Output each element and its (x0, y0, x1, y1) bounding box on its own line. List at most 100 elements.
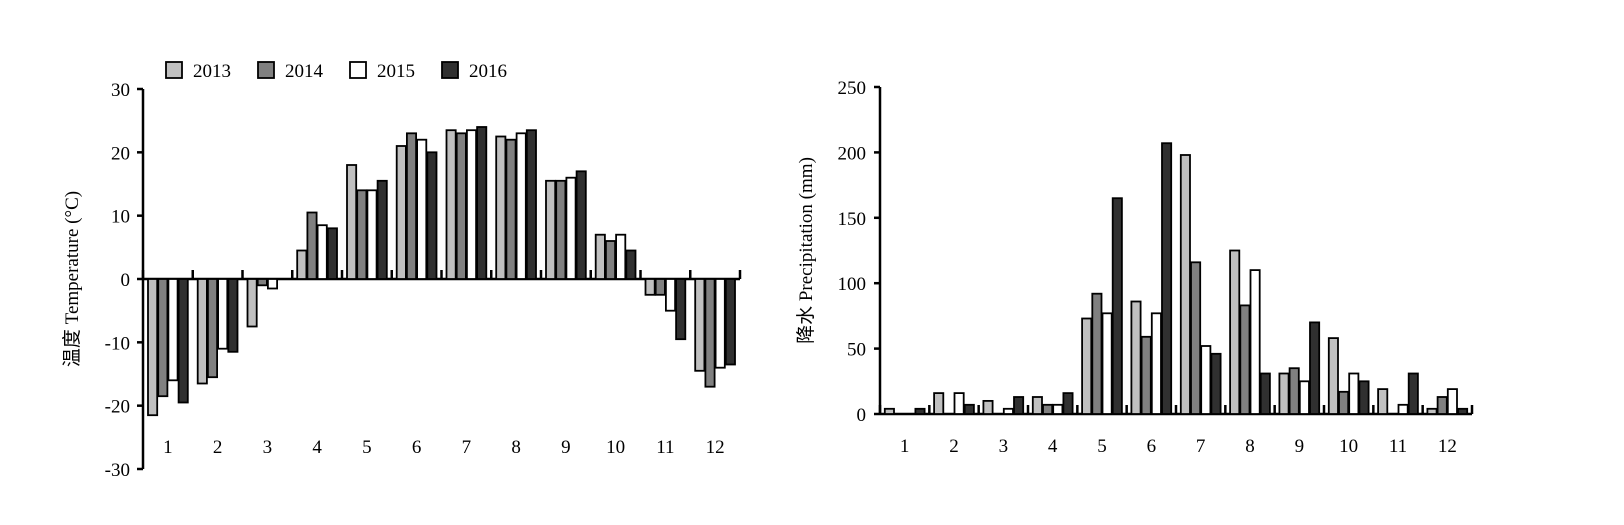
temperature-bar-2014 (157, 278, 169, 398)
temperature-bar-2015 (416, 138, 428, 280)
temperature-bar-2015 (515, 132, 527, 280)
precipitation-bar-2016 (963, 403, 975, 415)
temperature-category-label: 4 (312, 437, 322, 458)
precipitation-bar-2013 (1327, 337, 1339, 415)
precipitation-bar-2014 (1190, 261, 1202, 415)
temperature-bar-2014 (704, 278, 716, 388)
temperature-y-axis-title: 温度 Temperature (°C) (61, 191, 83, 367)
precipitation-category-label: 6 (1147, 436, 1157, 457)
temperature-bar-2015 (316, 224, 328, 280)
precipitation-category-label: 7 (1196, 436, 1206, 457)
temperature-bar-2016 (326, 227, 338, 280)
precipitation-y-tick-label: 0 (857, 405, 867, 426)
temperature-bar-2014 (505, 138, 517, 280)
temperature-category-label: 3 (263, 437, 273, 458)
temperature-bar-2014 (654, 278, 666, 296)
precipitation-category-label: 11 (1389, 436, 1407, 457)
temperature-y-tick-label: 10 (111, 207, 130, 228)
precipitation-category-label: 3 (999, 436, 1009, 457)
temperature-bar-2016 (227, 278, 239, 353)
temperature-bar-2016 (376, 179, 388, 280)
temperature-bar-2013 (346, 164, 358, 280)
temperature-bar-2013 (594, 233, 606, 280)
precipitation-bar-2013 (1081, 317, 1093, 415)
precipitation-bar-2015 (1397, 403, 1409, 415)
temperature-y-tick-label: -10 (105, 333, 130, 354)
temperature-y-tick-label: 30 (111, 80, 130, 101)
temperature-bar-2014 (405, 132, 417, 280)
precipitation-bar-2015 (1150, 312, 1162, 415)
legend-label-2015: 2015 (377, 61, 415, 82)
temperature-bar-2014 (455, 132, 467, 280)
precipitation-bar-2015 (1101, 312, 1113, 415)
precipitation-category-label: 1 (900, 436, 910, 457)
precipitation-bar-2013 (1179, 154, 1191, 415)
temperature-y-tick-label: 20 (111, 143, 130, 164)
precipitation-bar-2016 (1358, 380, 1370, 415)
precipitation-bar-2014 (1436, 396, 1448, 415)
temperature-bar-2013 (644, 278, 656, 296)
precipitation-bar-2013 (1229, 249, 1241, 415)
precipitation-bar-2015 (1298, 380, 1310, 415)
precipitation-bar-2016 (1309, 321, 1321, 415)
precipitation-bar-2015 (1052, 403, 1064, 415)
temperature-bar-2015 (714, 278, 726, 369)
precipitation-bar-2015 (953, 392, 965, 415)
precipitation-category-label: 12 (1438, 436, 1457, 457)
precipitation-category-label: 8 (1245, 436, 1255, 457)
precipitation-bar-2016 (1111, 197, 1123, 415)
temperature-bar-2014 (306, 211, 318, 280)
precipitation-bar-2014 (1042, 403, 1054, 415)
precipitation-bar-2015 (1002, 407, 1014, 415)
precipitation-bar-2014 (1091, 292, 1103, 415)
temperature-bar-2016 (476, 126, 488, 280)
temperature-bar-2013 (147, 278, 159, 417)
temperature-category-label: 1 (163, 437, 173, 458)
legend-swatch-2013 (165, 61, 183, 79)
legend-label-2014: 2014 (285, 61, 324, 82)
temperature-bar-2014 (605, 240, 617, 280)
temperature-bar-2013 (246, 278, 258, 328)
precipitation-bar-2015 (1446, 388, 1458, 415)
temperature-bar-2014 (256, 278, 268, 287)
temperature-bar-2015 (665, 278, 677, 312)
precipitation-bar-2013 (1031, 396, 1043, 415)
temperature-y-tick-label: -30 (105, 460, 130, 481)
precipitation-bar-2016 (1259, 372, 1271, 415)
precipitation-y-tick-label: 150 (838, 209, 867, 230)
precipitation-bar-2013 (1130, 300, 1142, 415)
temperature-bar-2014 (206, 278, 218, 379)
temperature-category-label: 6 (412, 437, 422, 458)
temperature-bar-2015 (565, 176, 577, 280)
temperature-bar-2015 (465, 129, 477, 280)
temperature-bar-2013 (296, 249, 308, 280)
precipitation-bar-2013 (982, 399, 994, 415)
temperature-bar-2016 (675, 278, 687, 341)
temperature-category-label: 5 (362, 437, 372, 458)
temperature-bar-2016 (426, 151, 438, 280)
precipitation-category-label: 4 (1048, 436, 1058, 457)
temperature-category-label: 7 (462, 437, 472, 458)
precipitation-bar-2014 (1140, 335, 1152, 415)
temperature-bar-2015 (217, 278, 229, 350)
temperature-category-label: 2 (213, 437, 223, 458)
precipitation-bar-2013 (933, 392, 945, 415)
precipitation-bar-2016 (914, 407, 926, 415)
precipitation-bar-2016 (1013, 396, 1025, 415)
temperature-bar-2014 (555, 179, 567, 280)
temperature-bar-2015 (615, 233, 627, 280)
temperature-category-label: 8 (511, 437, 521, 458)
temperature-bar-2013 (395, 145, 407, 280)
precipitation-bar-2013 (883, 407, 895, 415)
temperature-bar-2013 (196, 278, 208, 385)
temperature-bar-2013 (545, 179, 557, 280)
precipitation-y-tick-label: 250 (838, 78, 867, 99)
precipitation-bar-2016 (1457, 407, 1469, 415)
precipitation-bar-2014 (1239, 304, 1251, 415)
precipitation-y-tick-label: 50 (847, 340, 866, 361)
precipitation-bar-2014 (1288, 367, 1300, 415)
temperature-category-label: 12 (706, 437, 725, 458)
legend: 2013 2014 2015 2016 (165, 61, 507, 82)
temperature-y-tick-label: -20 (105, 397, 130, 418)
